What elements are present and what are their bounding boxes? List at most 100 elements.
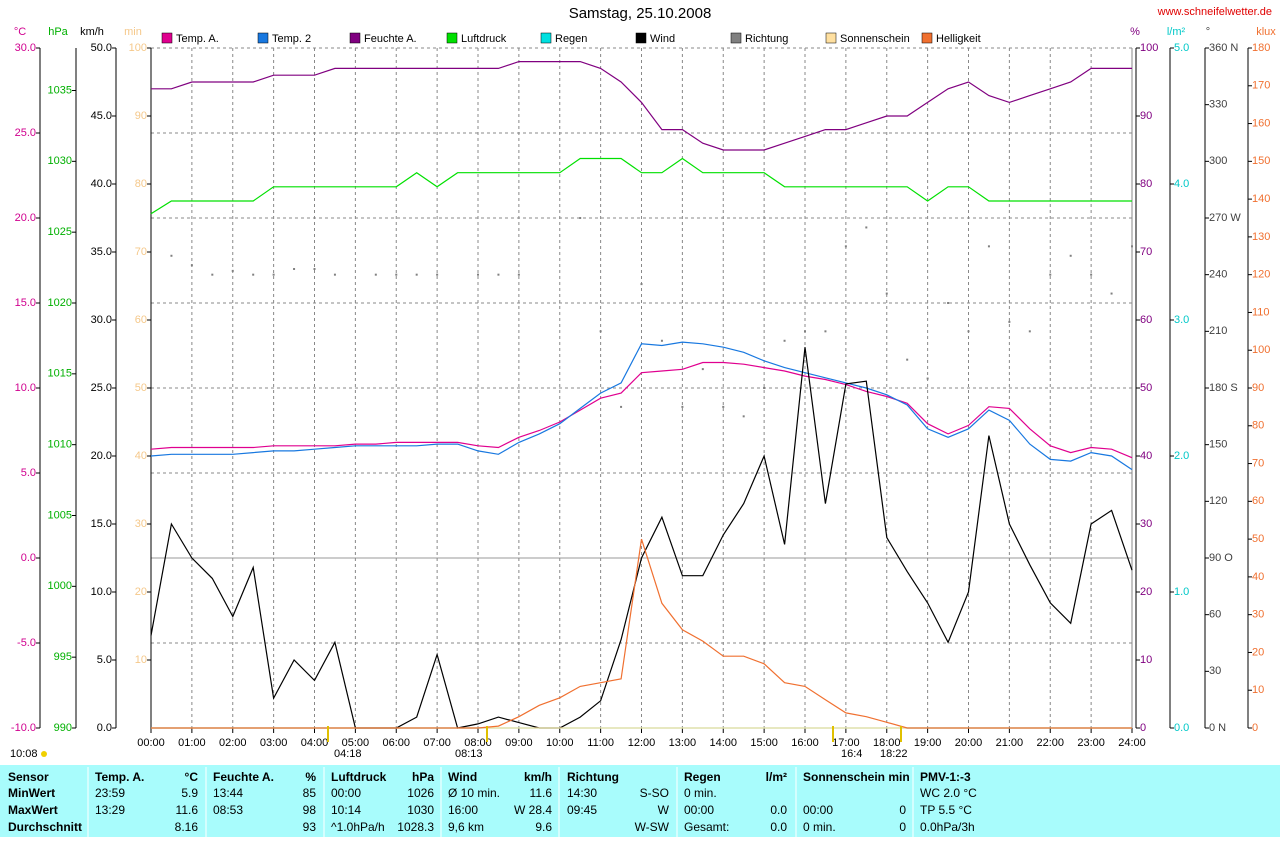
y-tick-label: 15.0 xyxy=(15,297,36,309)
x-tick-label: 14:00 xyxy=(709,737,737,749)
x-tick-label: 02:00 xyxy=(219,737,247,749)
table-cell: hPa xyxy=(412,770,434,784)
y-tick-label: 130 xyxy=(1252,231,1270,243)
table-cell: 00:00 xyxy=(331,786,361,800)
x-tick-label: 18:00 xyxy=(873,737,901,749)
table-cell: 1028.3 xyxy=(397,820,434,834)
x-tick-label: 24:00 xyxy=(1118,737,1146,749)
table-cell: km/h xyxy=(524,770,552,784)
table-cell: 0 xyxy=(899,820,906,834)
y-tick-label: 15.0 xyxy=(91,518,112,530)
y-tick-label: 1010 xyxy=(48,439,72,451)
table-cell: 0.0 xyxy=(770,820,787,834)
y-tick-label: 0.0 xyxy=(1174,722,1189,734)
y-tick-label: 1030 xyxy=(48,155,72,167)
y-tick-label: 45.0 xyxy=(91,110,112,122)
legend-label: Richtung xyxy=(745,33,788,45)
direction-dot xyxy=(742,415,745,418)
direction-dot xyxy=(1110,292,1113,295)
y-tick-label: -10.0 xyxy=(11,722,36,734)
table-cell: 9.6 xyxy=(535,820,552,834)
stats-background xyxy=(0,765,1280,837)
x-tick-label: 16:00 xyxy=(791,737,819,749)
y-tick-label: 25.0 xyxy=(91,382,112,394)
table-cell: 14:30 xyxy=(567,786,597,800)
table-cell: Wind xyxy=(448,770,477,784)
direction-dot xyxy=(783,339,786,342)
y-tick-label: 40 xyxy=(135,450,147,462)
x-tick-label: 21:00 xyxy=(996,737,1024,749)
y-tick-label: 0.0 xyxy=(21,552,36,564)
sun-time: 08:13 xyxy=(455,748,483,760)
y-tick-label: 120 xyxy=(1209,495,1227,507)
table-cell: Luftdruck xyxy=(331,770,387,784)
sun-time: 18:22 xyxy=(880,748,908,760)
direction-dot xyxy=(763,387,766,389)
x-tick-label: 07:00 xyxy=(423,737,451,749)
y-axis-label: hPa xyxy=(48,26,68,38)
direction-dot xyxy=(681,405,684,408)
table-cell: 5.9 xyxy=(181,786,198,800)
legend-label: Temp. A. xyxy=(176,33,219,45)
y-tick-label: 995 xyxy=(54,651,72,663)
y-tick-label: 40.0 xyxy=(91,178,112,190)
y-tick-label: 330 xyxy=(1209,99,1227,111)
legend-label: Helligkeit xyxy=(936,33,981,45)
legend-label: Wind xyxy=(650,33,675,45)
y-tick-label: 1020 xyxy=(48,297,72,309)
direction-dot xyxy=(1090,273,1093,276)
direction-dot xyxy=(987,245,990,248)
y-tick-label: 1005 xyxy=(48,509,72,521)
legend-swatch xyxy=(540,32,552,44)
direction-dot xyxy=(640,283,643,286)
y-tick-label: 20 xyxy=(1252,646,1264,658)
y-tick-label: 170 xyxy=(1252,80,1270,92)
direction-dot xyxy=(1131,245,1133,248)
y-axis-label: ° xyxy=(1206,26,1210,38)
y-tick-label: 30 xyxy=(1209,665,1221,677)
table-cell: % xyxy=(305,770,316,784)
direction-dot xyxy=(1028,330,1031,333)
direction-dot xyxy=(926,377,929,380)
y-tick-label: 270 W xyxy=(1209,212,1241,224)
x-tick-label: 06:00 xyxy=(382,737,410,749)
y-tick-label: 60 xyxy=(1209,609,1221,621)
legend-swatch xyxy=(825,32,837,44)
table-cell: 93 xyxy=(303,820,317,834)
table-cell: TP 5.5 °C xyxy=(920,803,972,817)
y-tick-label: 20.0 xyxy=(15,212,36,224)
y-tick-label: 50.0 xyxy=(91,42,112,54)
direction-dot xyxy=(497,273,500,276)
chart-title: Samstag, 25.10.2008 xyxy=(569,5,712,22)
y-tick-label: 5.0 xyxy=(97,654,112,666)
table-cell: 8.16 xyxy=(175,820,199,834)
y-tick-label: 5.0 xyxy=(21,467,36,479)
direction-dot xyxy=(579,217,582,219)
table-cell: 0.0hPa/3h xyxy=(920,820,975,834)
legend-swatch xyxy=(446,32,458,44)
y-tick-label: -5.0 xyxy=(17,637,36,649)
y-tick-label: 10.0 xyxy=(15,382,36,394)
y-tick-label: 70 xyxy=(1140,246,1152,258)
direction-dot xyxy=(293,268,296,270)
source-url: www.schneifelwetter.de xyxy=(1157,6,1272,18)
y-tick-label: 5.0 xyxy=(1174,42,1189,54)
y-tick-label: 10.0 xyxy=(91,586,112,598)
y-tick-label: 2.0 xyxy=(1174,450,1189,462)
y-tick-label: 80 xyxy=(1140,178,1152,190)
table-cell: Richtung xyxy=(567,770,619,784)
y-tick-label: 4.0 xyxy=(1174,178,1189,190)
y-tick-label: 90 xyxy=(1252,382,1264,394)
table-cell: Durchschnitt xyxy=(8,820,82,834)
y-tick-label: 1000 xyxy=(48,580,72,592)
table-cell: 08:53 xyxy=(213,803,243,817)
y-tick-label: 140 xyxy=(1252,193,1270,205)
direction-dot xyxy=(947,302,950,304)
y-tick-label: 25.0 xyxy=(15,127,36,139)
direction-dot xyxy=(885,292,888,295)
y-tick-label: 0.0 xyxy=(97,722,112,734)
table-cell: 13:44 xyxy=(213,786,243,800)
y-tick-label: 150 xyxy=(1209,439,1227,451)
direction-dot xyxy=(150,264,152,267)
